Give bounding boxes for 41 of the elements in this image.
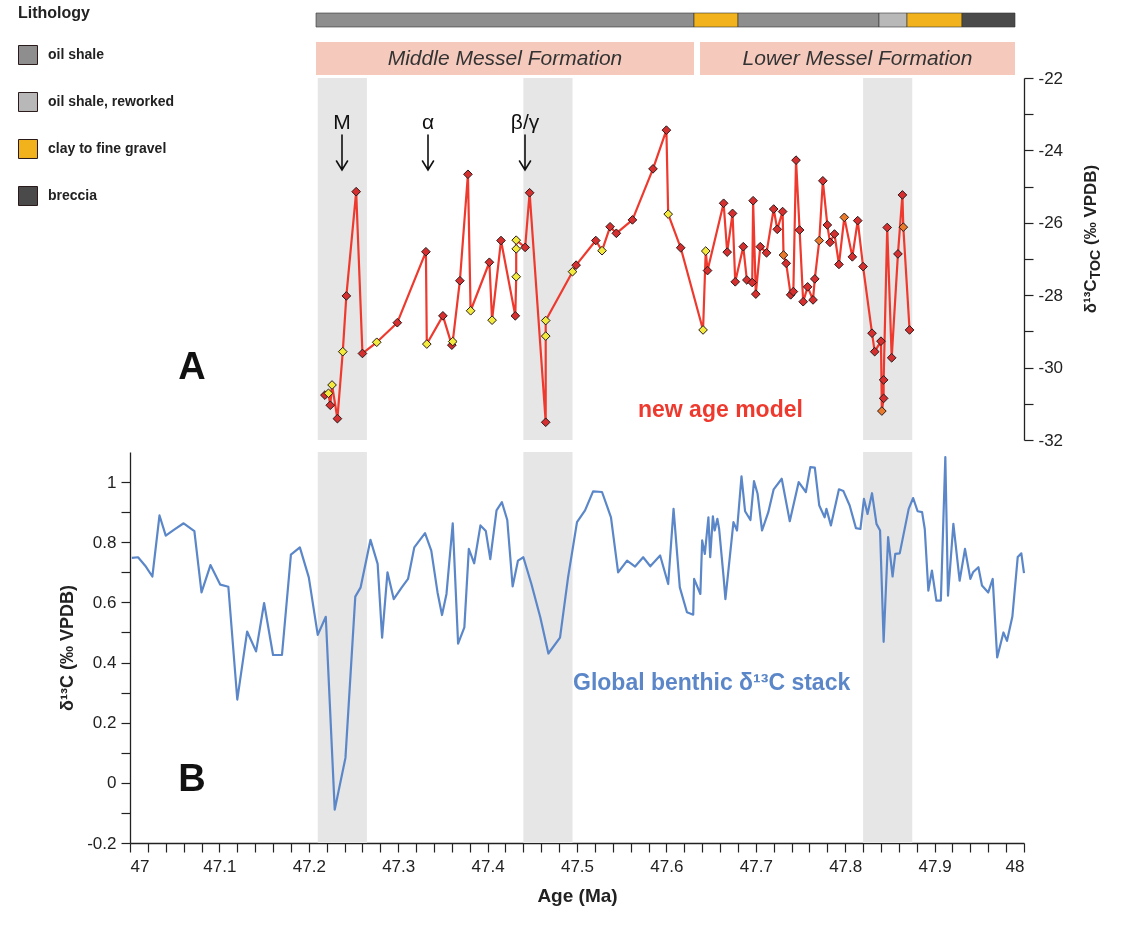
x-tick-label: 47.2 <box>292 856 326 876</box>
y-tick-label: 0.6 <box>92 592 117 612</box>
y2-tick-label: -30 <box>1038 358 1064 378</box>
x-tick-label: 47.3 <box>382 856 416 876</box>
x-tick-label: 47.6 <box>650 856 684 876</box>
y2-tick-label: -28 <box>1038 285 1064 305</box>
x-axis-title: Age (Ma) <box>537 884 618 906</box>
x-tick-label: 47.8 <box>829 856 863 876</box>
y-axis-title: δ¹³C (‰ VPDB) <box>57 585 78 711</box>
legend-title: Lithology <box>18 4 91 21</box>
x-tick-label: 47.9 <box>918 856 952 876</box>
y-tick-label: 0.2 <box>92 713 117 733</box>
text: Middle Messel Formation <box>387 45 623 69</box>
y-tick-label: 0 <box>107 773 117 793</box>
y2-tick-label: -32 <box>1038 430 1064 450</box>
legend-label: oil shale, reworked <box>48 93 175 109</box>
annotation: A <box>178 345 206 387</box>
y-tick-label: -0.2 <box>87 833 117 853</box>
x-tick-label: 47.1 <box>203 856 237 876</box>
text: Lower Messel Formation <box>742 45 973 69</box>
series-label: Global benthic δ¹³C stack <box>573 669 851 695</box>
y-tick-label: 0.4 <box>92 653 117 673</box>
annotation: M <box>333 110 351 133</box>
legend-label: oil shale <box>48 46 105 62</box>
x-tick-label: 47 <box>130 856 150 876</box>
y2-tick-label: -26 <box>1038 213 1064 233</box>
y2-tick-label: -22 <box>1038 68 1064 88</box>
text: new age model <box>638 396 803 422</box>
x-tick-label: 47.4 <box>471 856 505 876</box>
y-tick-label: 1 <box>107 472 117 492</box>
x-tick-label: 47.5 <box>560 856 595 876</box>
y2-tick-label: -24 <box>1038 140 1064 160</box>
annotation: α <box>421 110 435 133</box>
annotation: B <box>178 757 206 799</box>
legend-label: breccia <box>48 187 98 203</box>
y-tick-label: 0.8 <box>92 532 117 552</box>
x-tick-label: 47.7 <box>739 856 773 876</box>
legend-label: clay to fine gravel <box>48 140 167 156</box>
x-tick-label: 48 <box>1005 856 1025 876</box>
line-series <box>130 456 1026 811</box>
annotation: β/γ <box>510 110 540 133</box>
